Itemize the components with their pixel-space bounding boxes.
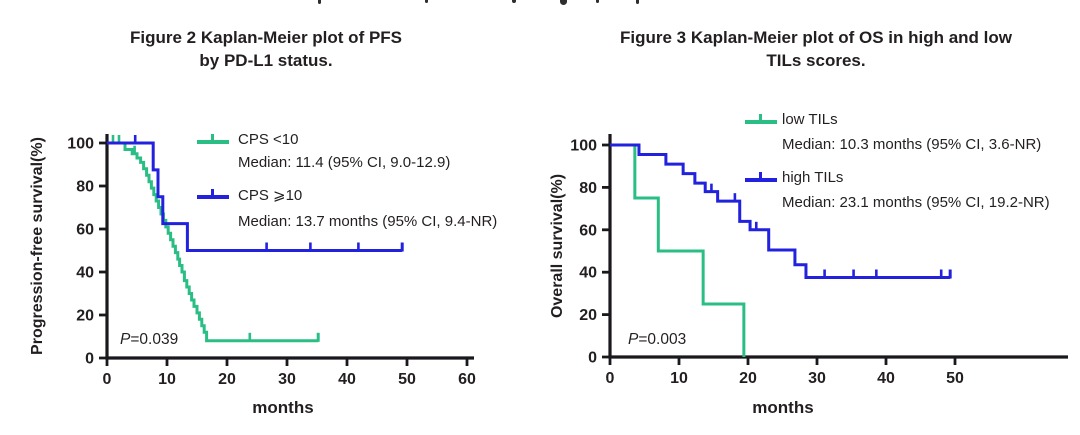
pfs-legend-median-cps-lt10: Median: 11.4 (95% CI, 9.0-12.9) — [238, 154, 451, 171]
clipped-glyph — [596, 0, 599, 3]
os-legend-swatch-high-tils — [745, 172, 777, 182]
figure-pfs-title-line2: by PD-L1 status. — [199, 51, 333, 70]
km-chart-os: 0 10 20 30 40 50 0 20 40 60 80 100 — [570, 134, 1068, 387]
svg-text:80: 80 — [76, 179, 94, 196]
svg-text:100: 100 — [67, 136, 94, 153]
os-legend-label-high-tils: high TILs — [782, 169, 844, 186]
figure-os-panel: Figure 3 Kaplan-Meier plot of OS in high… — [540, 0, 1080, 435]
clipped-glyph — [636, 0, 639, 4]
svg-text:0: 0 — [85, 351, 94, 368]
p-symbol: P — [628, 331, 639, 348]
os-legend-swatch-low-tils — [745, 114, 777, 124]
os-legend-median-low-tils: Median: 10.3 months (95% CI, 3.6-NR) — [782, 136, 1042, 153]
censor-tick-icon — [759, 114, 762, 120]
clipped-text-fragment — [0, 0, 1080, 6]
p-number: =0.039 — [130, 331, 179, 348]
censor-tick-icon — [211, 189, 214, 195]
svg-text:60: 60 — [76, 222, 94, 239]
os-x-axis-label: months — [752, 398, 814, 417]
svg-text:0: 0 — [103, 371, 112, 388]
pfs-legend-median-cps-ge10: Median: 13.7 months (95% CI, 9.4-NR) — [238, 213, 498, 230]
p-number: =0.003 — [638, 331, 687, 348]
os-p-value: P=0.003 — [628, 331, 686, 349]
svg-text:60: 60 — [579, 222, 597, 239]
figure-pfs-panel: Figure 2 Kaplan-Meier plot of PFS by PD-… — [16, 26, 516, 417]
svg-text:10: 10 — [158, 371, 176, 388]
svg-text:100: 100 — [570, 138, 597, 155]
clipped-glyph — [512, 0, 516, 3]
p-symbol: P — [120, 331, 131, 348]
pfs-legend-swatch-cps-lt10 — [197, 134, 229, 144]
svg-text:30: 30 — [278, 371, 296, 388]
censor-tick-icon — [211, 134, 214, 140]
censor-tick-icon — [759, 172, 762, 178]
clipped-glyph — [425, 0, 428, 3]
svg-text:40: 40 — [877, 370, 895, 387]
svg-text:50: 50 — [946, 370, 964, 387]
svg-text:40: 40 — [76, 265, 94, 282]
pfs-x-axis-label: months — [252, 398, 314, 417]
figure-pfs-title: Figure 2 Kaplan-Meier plot of PFS by PD-… — [16, 26, 516, 72]
figure-os-title: Figure 3 Kaplan-Meier plot of OS in high… — [566, 26, 1066, 72]
pfs-p-value: P=0.039 — [120, 331, 178, 349]
os-legend-label-low-tils: low TILs — [782, 111, 838, 128]
figure-os-title-line2: TILs scores. — [766, 51, 866, 70]
pfs-legend-swatch-cps-ge10 — [197, 189, 229, 199]
km-chart-pfs: 0 10 20 30 40 50 60 0 20 40 60 80 100 — [67, 134, 476, 388]
svg-text:50: 50 — [398, 371, 416, 388]
figure-pfs-title-line1: Figure 2 Kaplan-Meier plot of PFS — [129, 28, 403, 47]
clipped-glyph — [318, 0, 321, 4]
svg-text:10: 10 — [670, 370, 688, 387]
svg-text:20: 20 — [579, 307, 597, 324]
svg-text:40: 40 — [579, 265, 597, 282]
figure-os-title-line1: Figure 3 Kaplan-Meier plot of OS in high… — [620, 28, 1012, 47]
svg-text:20: 20 — [218, 371, 236, 388]
pfs-legend-label-cps-ge10: CPS ⩾10 — [238, 187, 303, 204]
svg-text:0: 0 — [588, 350, 597, 367]
svg-text:80: 80 — [579, 180, 597, 197]
svg-text:40: 40 — [338, 371, 356, 388]
svg-text:20: 20 — [739, 370, 757, 387]
svg-text:0: 0 — [606, 370, 615, 387]
svg-text:20: 20 — [76, 308, 94, 325]
os-legend-median-high-tils: Median: 23.1 months (95% CI, 19.2-NR) — [782, 194, 1050, 211]
svg-text:60: 60 — [458, 371, 476, 388]
svg-text:30: 30 — [808, 370, 826, 387]
clipped-glyph — [560, 0, 567, 5]
pfs-legend-label-cps-lt10: CPS <10 — [238, 131, 299, 148]
